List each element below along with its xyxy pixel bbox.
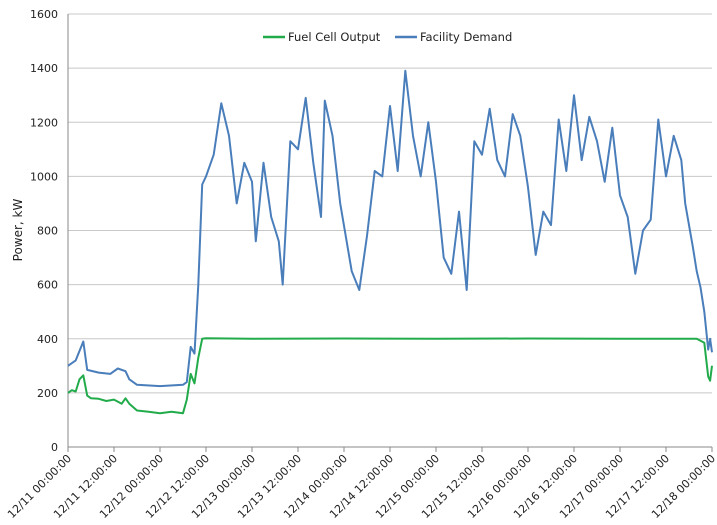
- y-tick-label: 0: [51, 441, 58, 454]
- axes: [67, 14, 713, 452]
- legend-label-fuel-cell: Fuel Cell Output: [288, 30, 381, 44]
- legend-label-facility-demand: Facility Demand: [420, 30, 512, 44]
- legend: Fuel Cell Output Facility Demand: [263, 30, 512, 44]
- y-tick-label: 800: [37, 225, 58, 238]
- y-tick-labels: 0 200 400 600 800 1000 1200 1400 1600: [30, 8, 58, 454]
- y-tick-label: 1000: [30, 170, 58, 183]
- y-tick-label: 1200: [30, 116, 58, 129]
- series-line-facility-demand: [67, 69, 713, 388]
- y-tick-label: 200: [37, 387, 58, 400]
- grid-lines: [68, 13, 712, 394]
- y-tick-label: 400: [37, 333, 58, 346]
- series-line-fuel-cell-output: [67, 337, 713, 415]
- y-axis-label: Power, kW: [11, 199, 25, 262]
- y-tick-label: 1400: [30, 62, 58, 75]
- y-tick-label: 600: [37, 279, 58, 292]
- y-tick-label: 1600: [30, 8, 58, 21]
- series-lines: [67, 69, 713, 415]
